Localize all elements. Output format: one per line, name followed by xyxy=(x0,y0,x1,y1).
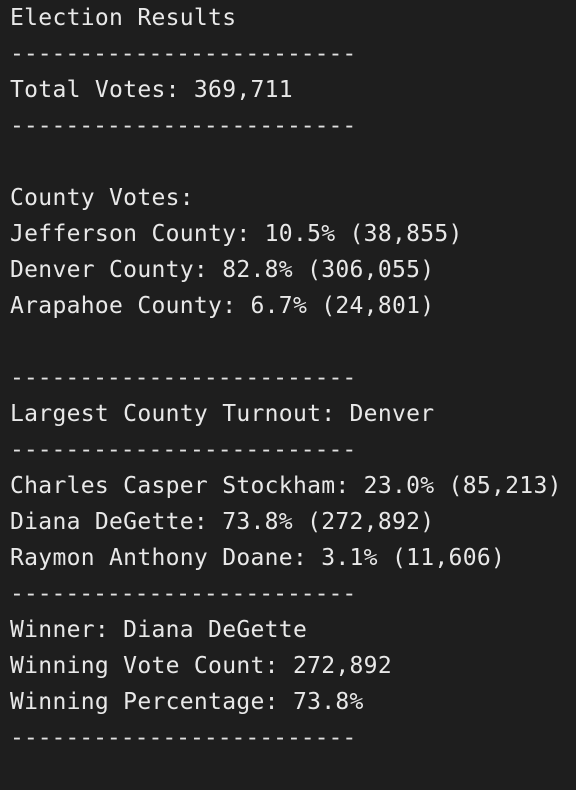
separator-line: ------------------------- xyxy=(10,581,357,607)
candidate-line: Raymon Anthony Doane: 3.1% (11,606) xyxy=(10,545,506,571)
separator-line: ------------------------- xyxy=(10,437,357,463)
separator-line: ------------------------- xyxy=(10,725,357,751)
blank-line xyxy=(10,324,576,360)
separator-line: ------------------------- xyxy=(10,41,357,67)
separator-line: ------------------------- xyxy=(10,365,357,391)
total-votes-line: Total Votes: 369,711 xyxy=(10,77,293,103)
blank-line xyxy=(10,144,576,180)
title-line: Election Results xyxy=(10,5,237,31)
county-line: Arapahoe County: 6.7% (24,801) xyxy=(10,293,435,319)
county-line: Jefferson County: 10.5% (38,855) xyxy=(10,221,463,247)
winning-vote-count-line: Winning Vote Count: 272,892 xyxy=(10,653,392,679)
candidate-line: Diana DeGette: 73.8% (272,892) xyxy=(10,509,435,535)
county-votes-header: County Votes: xyxy=(10,185,194,211)
largest-county-line: Largest County Turnout: Denver xyxy=(10,401,435,427)
winning-percentage-line: Winning Percentage: 73.8% xyxy=(10,689,364,715)
separator-line: ------------------------- xyxy=(10,113,357,139)
winner-line: Winner: Diana DeGette xyxy=(10,617,308,643)
county-line: Denver County: 82.8% (306,055) xyxy=(10,257,435,283)
candidate-line: Charles Casper Stockham: 23.0% (85,213) xyxy=(10,473,562,499)
